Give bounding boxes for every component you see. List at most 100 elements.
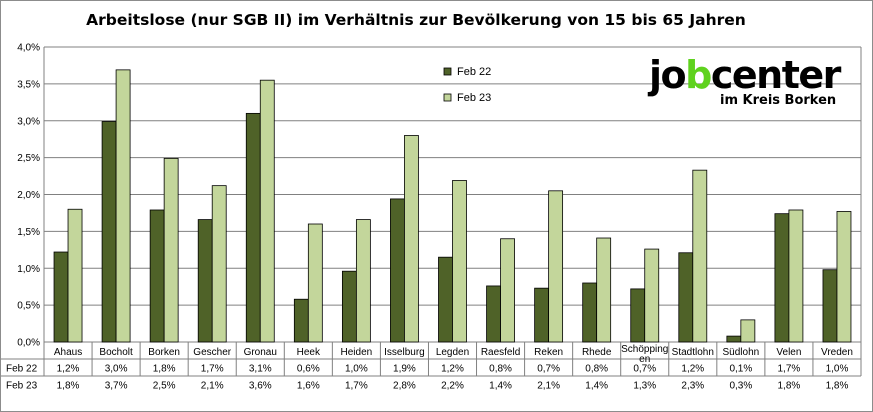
category-label: Heiden (341, 347, 373, 358)
bar (163, 157, 179, 343)
bar (211, 185, 227, 343)
table-cell: 2,1% (201, 381, 224, 392)
bar (245, 112, 261, 343)
table-cell: 3,0% (105, 364, 128, 375)
table-row-header: Feb 22 (6, 364, 38, 375)
category-label: Reken (534, 347, 563, 358)
category-label: Bocholt (99, 347, 133, 358)
bar (438, 256, 453, 343)
bar (630, 288, 646, 343)
table-cell: 0,7% (537, 364, 560, 375)
bar (307, 223, 323, 343)
table-cell: 1,8% (153, 364, 176, 375)
category-label: en (639, 354, 650, 365)
bar (341, 270, 357, 343)
logo-subline: im Kreis Borken (720, 93, 837, 108)
legend-label: Feb 23 (457, 92, 491, 104)
category-label: Stadtlohn (672, 347, 714, 358)
y-tick-label: 3,0% (17, 116, 40, 127)
bar (486, 285, 501, 343)
bar (596, 237, 612, 343)
table-cell: 2,2% (441, 381, 464, 392)
logo-word-accent: b (685, 53, 712, 97)
category-label: Vreden (821, 347, 853, 358)
chart-title: Arbeitslose (nur SGB II) im Verhältnis z… (86, 11, 746, 29)
bar (101, 121, 117, 343)
legend-swatch (443, 67, 452, 76)
table-cell: 3,1% (249, 364, 272, 375)
bar (582, 282, 598, 343)
logo-word-start: jo (649, 53, 687, 97)
bar (644, 248, 660, 343)
table-cell: 1,4% (489, 381, 512, 392)
logo-word-end: center (710, 53, 842, 97)
category-label: Borken (148, 347, 180, 358)
category-label: Velen (776, 347, 801, 358)
table-cell: 1,9% (393, 364, 416, 375)
table-cell: 0,8% (585, 364, 608, 375)
bar (293, 298, 309, 343)
bar (822, 269, 838, 343)
table-cell: 1,7% (345, 381, 368, 392)
table-cell: 1,8% (57, 381, 80, 392)
table-cell: 0,6% (297, 364, 320, 375)
table-cell: 3,7% (105, 381, 128, 392)
bar (692, 169, 708, 343)
legend-label: Feb 22 (457, 66, 491, 78)
bar (115, 69, 131, 343)
table-cell: 1,7% (778, 364, 801, 375)
category-label: Isselburg (384, 347, 425, 358)
table-cell: 0,1% (729, 364, 752, 375)
logo-wordmark: jobcenter (649, 53, 842, 97)
bar (259, 79, 275, 343)
bar (726, 335, 742, 343)
category-label: Gescher (193, 347, 231, 358)
y-tick-label: 0,0% (17, 338, 40, 349)
bar (534, 287, 550, 343)
bar (788, 209, 804, 343)
category-label: Legden (436, 347, 469, 358)
category-label: Schöpping (621, 344, 668, 355)
table-cell: 1,2% (681, 364, 704, 375)
bar (548, 190, 564, 343)
table-cell: 0,7% (633, 364, 656, 375)
table-row-header: Feb 23 (6, 381, 38, 392)
category-label: Heek (297, 347, 321, 358)
bar (355, 219, 371, 343)
y-tick-label: 3,5% (17, 79, 40, 90)
table-cell: 1,6% (297, 381, 320, 392)
bar (390, 198, 405, 343)
table-cell: 1,0% (345, 364, 368, 375)
category-label: Rhede (582, 347, 612, 358)
table-cell: 1,2% (57, 364, 80, 375)
table-cell: 3,6% (249, 381, 272, 392)
jobcenter-logo: jobcenter im Kreis Borken (649, 53, 849, 115)
table-cell: 0,3% (729, 381, 752, 392)
y-tick-label: 0,5% (17, 301, 40, 312)
bar (774, 213, 790, 343)
table-cell: 1,7% (201, 364, 224, 375)
table-cell: 0,8% (489, 364, 512, 375)
table-cell: 1,2% (441, 364, 464, 375)
bar (149, 209, 165, 343)
bar (197, 219, 213, 343)
bar (500, 238, 515, 343)
table-cell: 1,0% (826, 364, 849, 375)
table-cell: 2,1% (537, 381, 560, 392)
legend-swatch (443, 93, 452, 102)
table-cell: 1,8% (826, 381, 849, 392)
table-cell: 1,3% (633, 381, 656, 392)
bar (67, 208, 83, 343)
y-tick-label: 4,0% (17, 43, 40, 54)
table-cell: 1,8% (778, 381, 801, 392)
bar (836, 211, 852, 343)
table-cell: 2,5% (153, 381, 176, 392)
category-label: Ahaus (54, 347, 82, 358)
bar (53, 251, 69, 343)
y-tick-label: 1,5% (17, 227, 40, 238)
category-label: Gronau (244, 347, 277, 358)
table-cell: 2,8% (393, 381, 416, 392)
bar (740, 319, 756, 343)
